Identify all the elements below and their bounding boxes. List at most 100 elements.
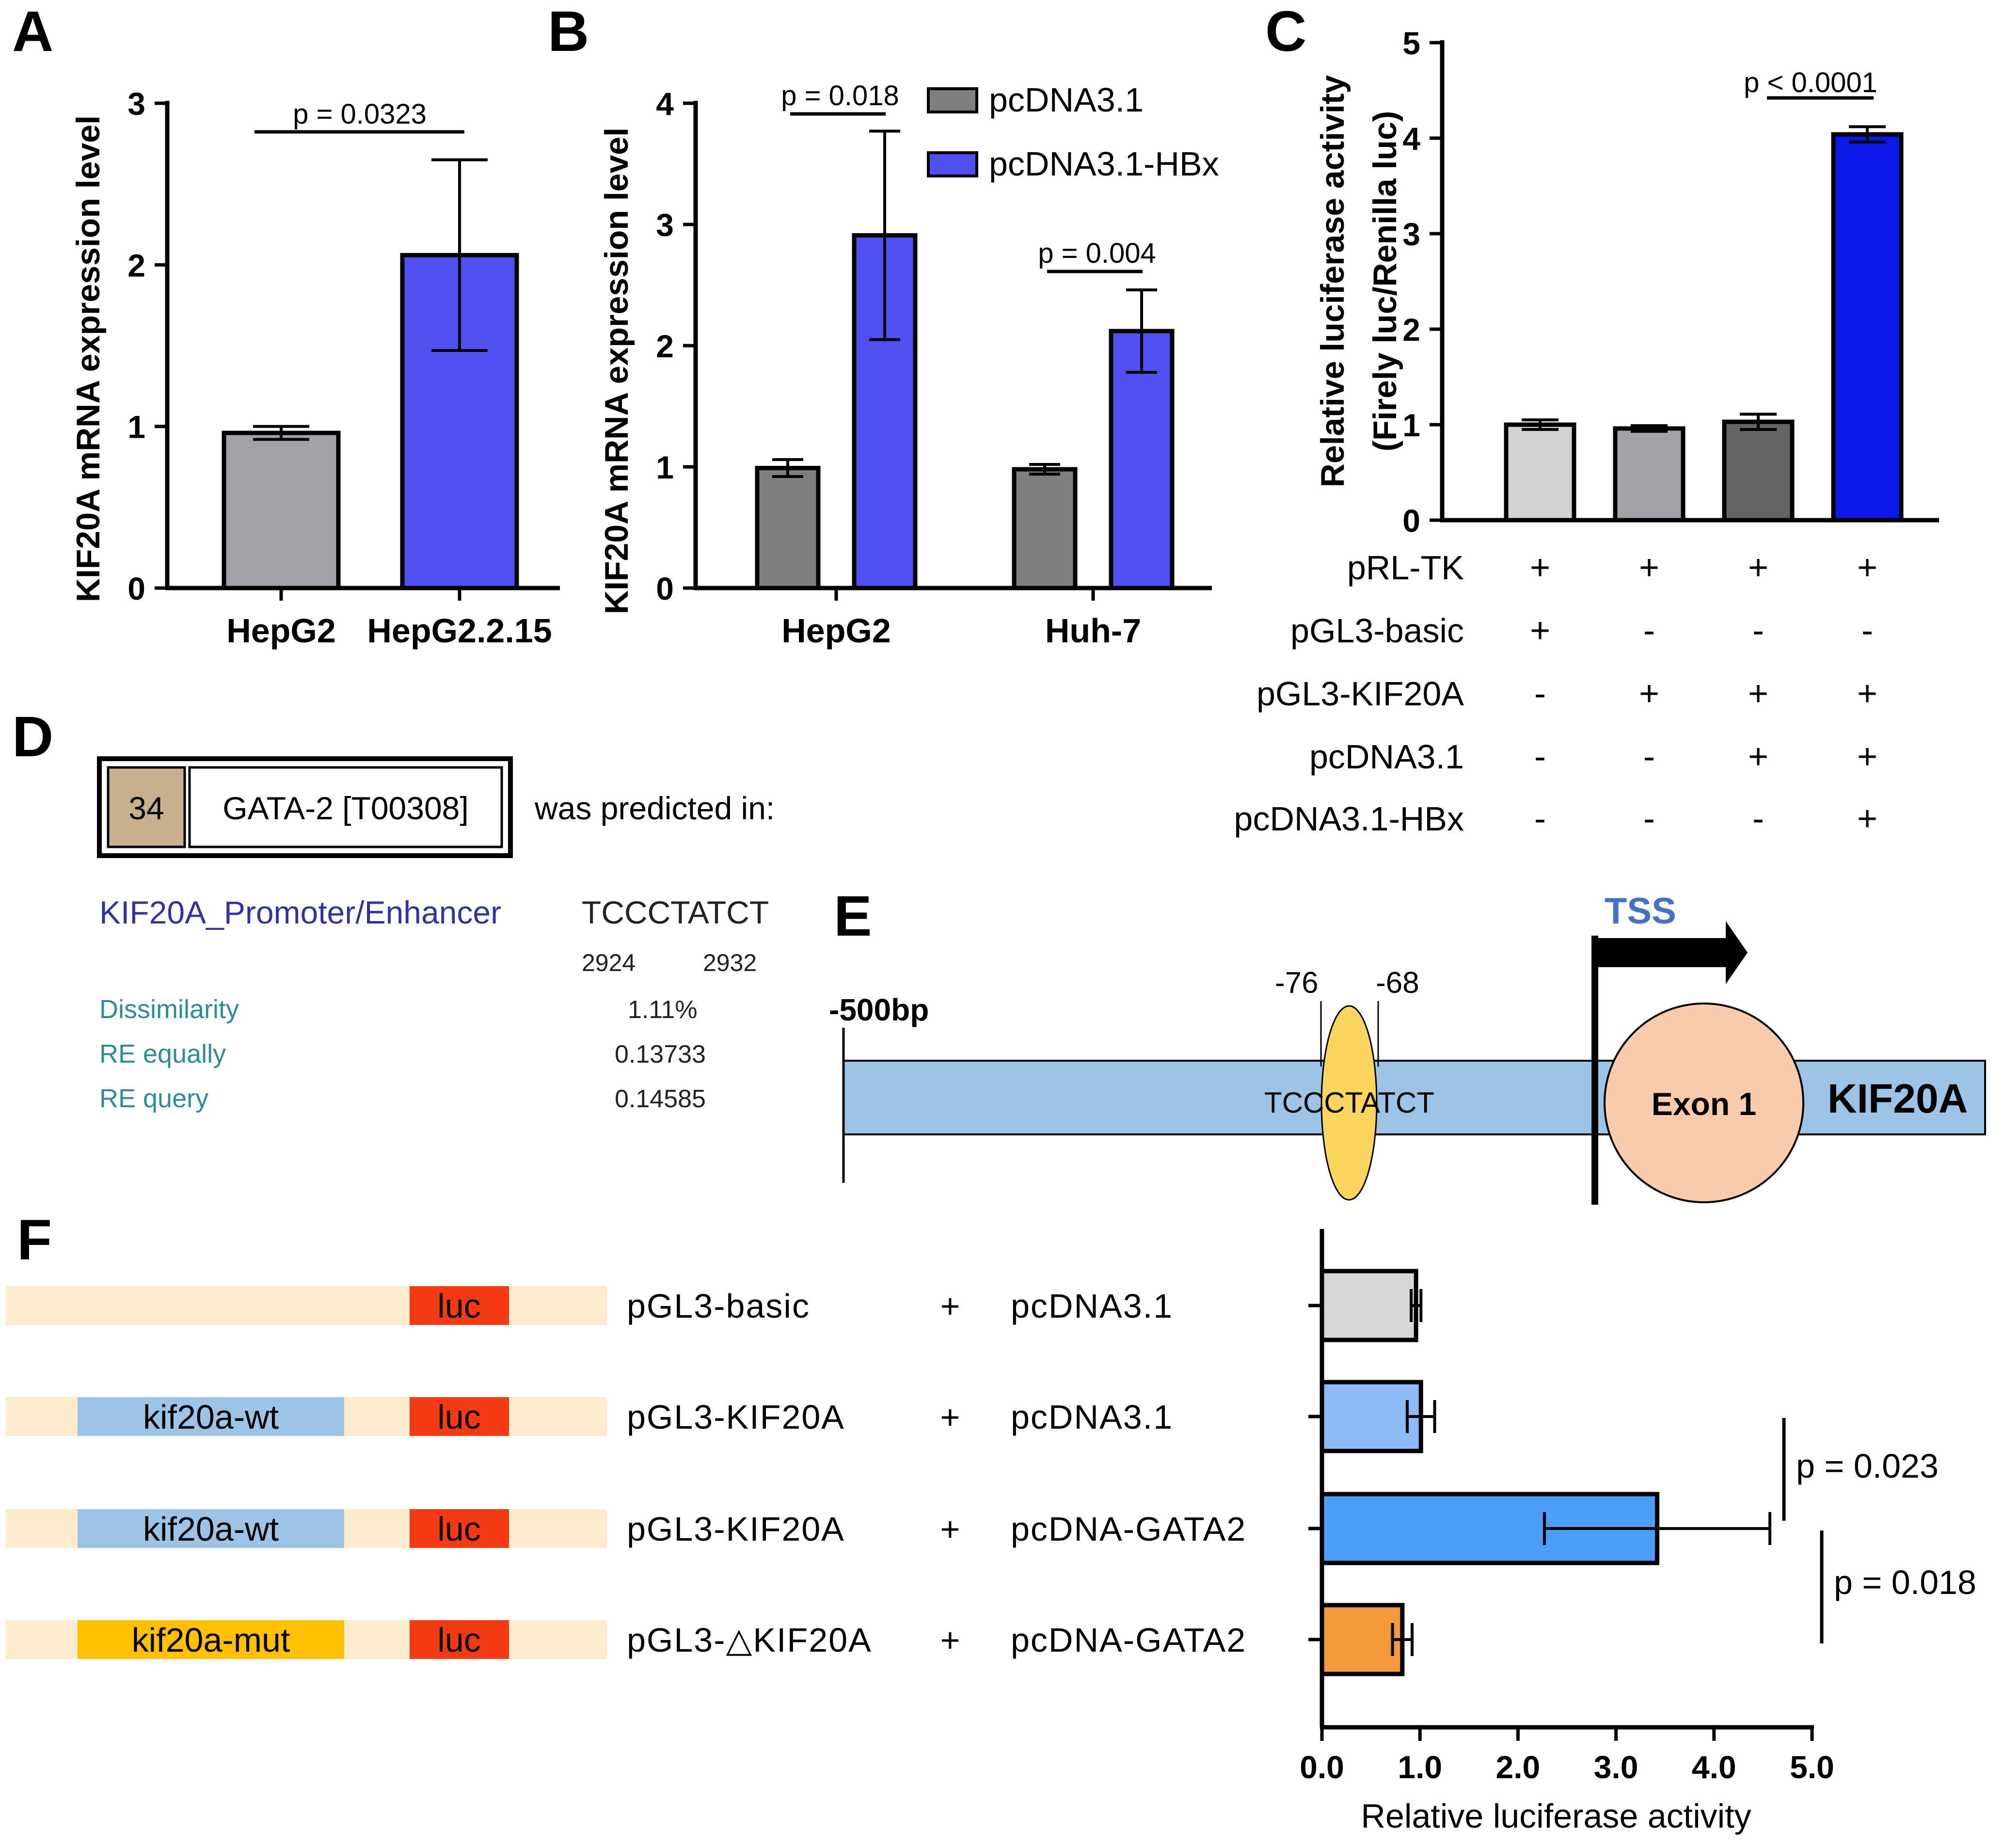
table-row-label: pcDNA3.1 <box>1309 738 1464 776</box>
table-row-label: pRL-TK <box>1347 549 1464 587</box>
transfac-factor: GATA-2 [T00308] <box>223 790 468 826</box>
table-row-label: pcDNA3.1-HBx <box>1234 800 1464 838</box>
table-sign: + <box>1639 674 1659 713</box>
site-pos-a: -76 <box>1275 966 1319 1000</box>
transfac-sequence: TCCCTATCT <box>582 894 769 930</box>
construct-luc <box>410 1620 509 1659</box>
panel-f-x-tick-label: 2.0 <box>1496 1749 1541 1785</box>
construct-luc-label: luc <box>437 1287 480 1325</box>
construct-luc-label: luc <box>437 1621 480 1659</box>
transfac-factor-box <box>188 766 503 848</box>
construct-plus: + <box>940 1621 960 1659</box>
panel-b-bar <box>755 466 821 590</box>
panel-a-p-value: p = 0.0323 <box>293 98 427 130</box>
panel-c-p-value: p < 0.0001 <box>1744 67 1877 98</box>
panel-b-p-value: p = 0.004 <box>1038 238 1156 269</box>
construct-insert-label: kif20a-mut <box>132 1621 290 1659</box>
panel-f-bar <box>1320 1603 1405 1676</box>
legend-swatch-pcdna31 <box>927 87 978 113</box>
construct-backbone <box>6 1286 607 1325</box>
transfac-row-label: Dissimilarity <box>99 995 239 1024</box>
table-sign: + <box>1748 674 1768 713</box>
panel-c-y-tick-label: 4 <box>1402 121 1420 157</box>
transfac-predicted-text: was predicted in: <box>534 790 775 826</box>
panel-c-chart: 0 1 2 3 4 5 p < 0.0001 <box>1402 25 1939 539</box>
construct-effector-label: pcDNA3.1 <box>1011 1287 1173 1325</box>
table-sign: - <box>1643 611 1655 650</box>
construct-plus: + <box>940 1287 960 1325</box>
panel-c-bar <box>1722 419 1795 523</box>
construct-effector-label: pcDNA-GATA2 <box>1011 1621 1246 1659</box>
construct-luc <box>410 1509 509 1548</box>
panel-f-x-axis-label: Relative luciferase activity <box>1361 1797 1751 1835</box>
panel-b-y-tick-label: 2 <box>656 328 674 364</box>
gene-label: KIF20A <box>1828 1076 1968 1121</box>
panel-f: F luc pGL3-basic + pcDNA3.1 kif20a-wt luc pGL3… <box>6 1208 1976 1835</box>
construct-insert-label: kif20a-wt <box>143 1398 279 1436</box>
panel-letter-f: F <box>17 1208 52 1272</box>
table-sign: + <box>1639 548 1659 587</box>
transfac-row-value: 1.11% <box>628 996 698 1024</box>
panel-c-y-axis-label-2: (Firely luc/Renilla luc) <box>1367 111 1403 452</box>
panel-c-y-tick-label: 2 <box>1402 312 1420 348</box>
transfac-score: 34 <box>128 790 164 826</box>
transfac-score-box <box>107 766 186 848</box>
panel-b-bar <box>1012 467 1078 590</box>
panel-f-constructs: luc pGL3-basic + pcDNA3.1 kif20a-wt luc pGL3-K… <box>6 1286 1246 1659</box>
panel-a-y-tick-label: 2 <box>127 247 145 283</box>
table-sign: + <box>1530 548 1550 587</box>
promoter-start-label: -500bp <box>829 992 929 1027</box>
transfac-row-label: RE query <box>99 1084 208 1113</box>
panel-letter-a: A <box>12 0 53 64</box>
panel-a-y-tick-label: 1 <box>127 409 145 445</box>
construct-luc <box>410 1397 509 1436</box>
exon-1 <box>1604 1003 1804 1203</box>
panel-c-y-axis-label: Relative luciferase activity <box>1314 75 1351 488</box>
panel-b-y-axis-label: KIF20A mRNA expression level <box>598 127 635 614</box>
table-row-label: pGL3-KIF20A <box>1256 675 1464 713</box>
panel-b-bar <box>1109 329 1175 590</box>
panel-a: A KIF20A mRNA expression level 0 1 2 3 HepG2… <box>12 0 560 650</box>
panel-a-y-tick-label: 0 <box>127 571 145 606</box>
table-sign: - <box>1752 799 1764 838</box>
construct-plasmid-label: pGL3-△KIF20A <box>627 1621 872 1659</box>
panel-f-chart: 0.0 1.0 2.0 3.0 4.0 5.0 p = 0.023 p = 0.018 <box>1300 1229 1976 1785</box>
panel-c-y-tick-label: 1 <box>1402 407 1420 443</box>
construct-plus: + <box>940 1398 960 1436</box>
table-sign: - <box>1643 799 1655 838</box>
panel-letter-d: D <box>12 705 53 769</box>
construct-plasmid-label: pGL3-KIF20A <box>627 1510 845 1548</box>
transfac-pos-end: 2932 <box>703 949 757 976</box>
panel-b-y-tick-label: 1 <box>656 449 674 485</box>
transfac-pos-start: 2924 <box>582 949 636 976</box>
table-sign: - <box>1861 611 1873 650</box>
table-sign: + <box>1857 799 1877 838</box>
table-sign: + <box>1857 674 1877 713</box>
legend-swatch-pcdna31-hbx <box>927 151 978 177</box>
panel-b-category-label: Huh-7 <box>1045 612 1141 650</box>
binding-sequence: TCCCTATCT <box>1264 1086 1434 1119</box>
panel-letter-b: B <box>548 0 589 64</box>
panel-a-bar <box>222 430 341 590</box>
panel-f-x-tick-label: 3.0 <box>1594 1749 1638 1785</box>
panel-b-y-tick-label: 4 <box>656 86 674 122</box>
construct-effector-label: pcDNA-GATA2 <box>1011 1510 1246 1548</box>
panel-a-category-label: HepG2.2.15 <box>367 612 552 650</box>
transfac-row-label: RE equally <box>99 1039 226 1068</box>
construct-insert-label: kif20a-wt <box>143 1510 279 1548</box>
transfac-site-name: KIF20A_Promoter/Enhancer <box>99 894 501 930</box>
construct-luc-label: luc <box>437 1510 480 1548</box>
panel-b-y-tick-label: 3 <box>656 207 674 243</box>
panel-c-y-tick-label: 3 <box>1402 216 1420 252</box>
panel-b-p-value: p = 0.018 <box>781 80 899 112</box>
panel-c-y-tick-label: 5 <box>1402 25 1420 61</box>
panel-b-legend: pcDNA3.1 pcDNA3.1-HBx <box>927 81 1219 183</box>
table-sign: - <box>1752 611 1764 650</box>
exon-label: Exon 1 <box>1652 1086 1756 1122</box>
table-sign: + <box>1857 548 1877 587</box>
panel-a-y-tick-label: 3 <box>127 86 145 122</box>
transfac-row-value: 0.13733 <box>615 1040 706 1068</box>
panel-f-bar <box>1320 1269 1418 1342</box>
